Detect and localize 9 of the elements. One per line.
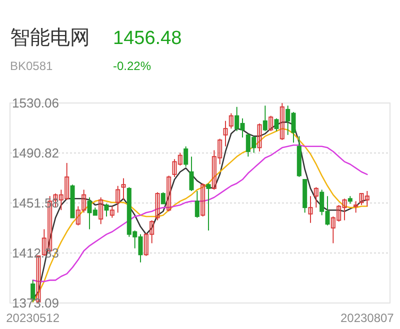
- text: 1456.48: [113, 28, 182, 49]
- x-tick-label: 20230512: [6, 311, 60, 325]
- chart-title: 智能电网: [10, 27, 90, 49]
- y-tick-label: 1373.09: [12, 296, 59, 310]
- text: -0.22%: [113, 59, 152, 73]
- chart-subtitle: BK0581: [10, 59, 54, 73]
- y-tick-label: 1530.06: [12, 96, 59, 110]
- x-tick-label: 20230807: [340, 311, 394, 325]
- y-tick-label: 1490.82: [12, 145, 59, 160]
